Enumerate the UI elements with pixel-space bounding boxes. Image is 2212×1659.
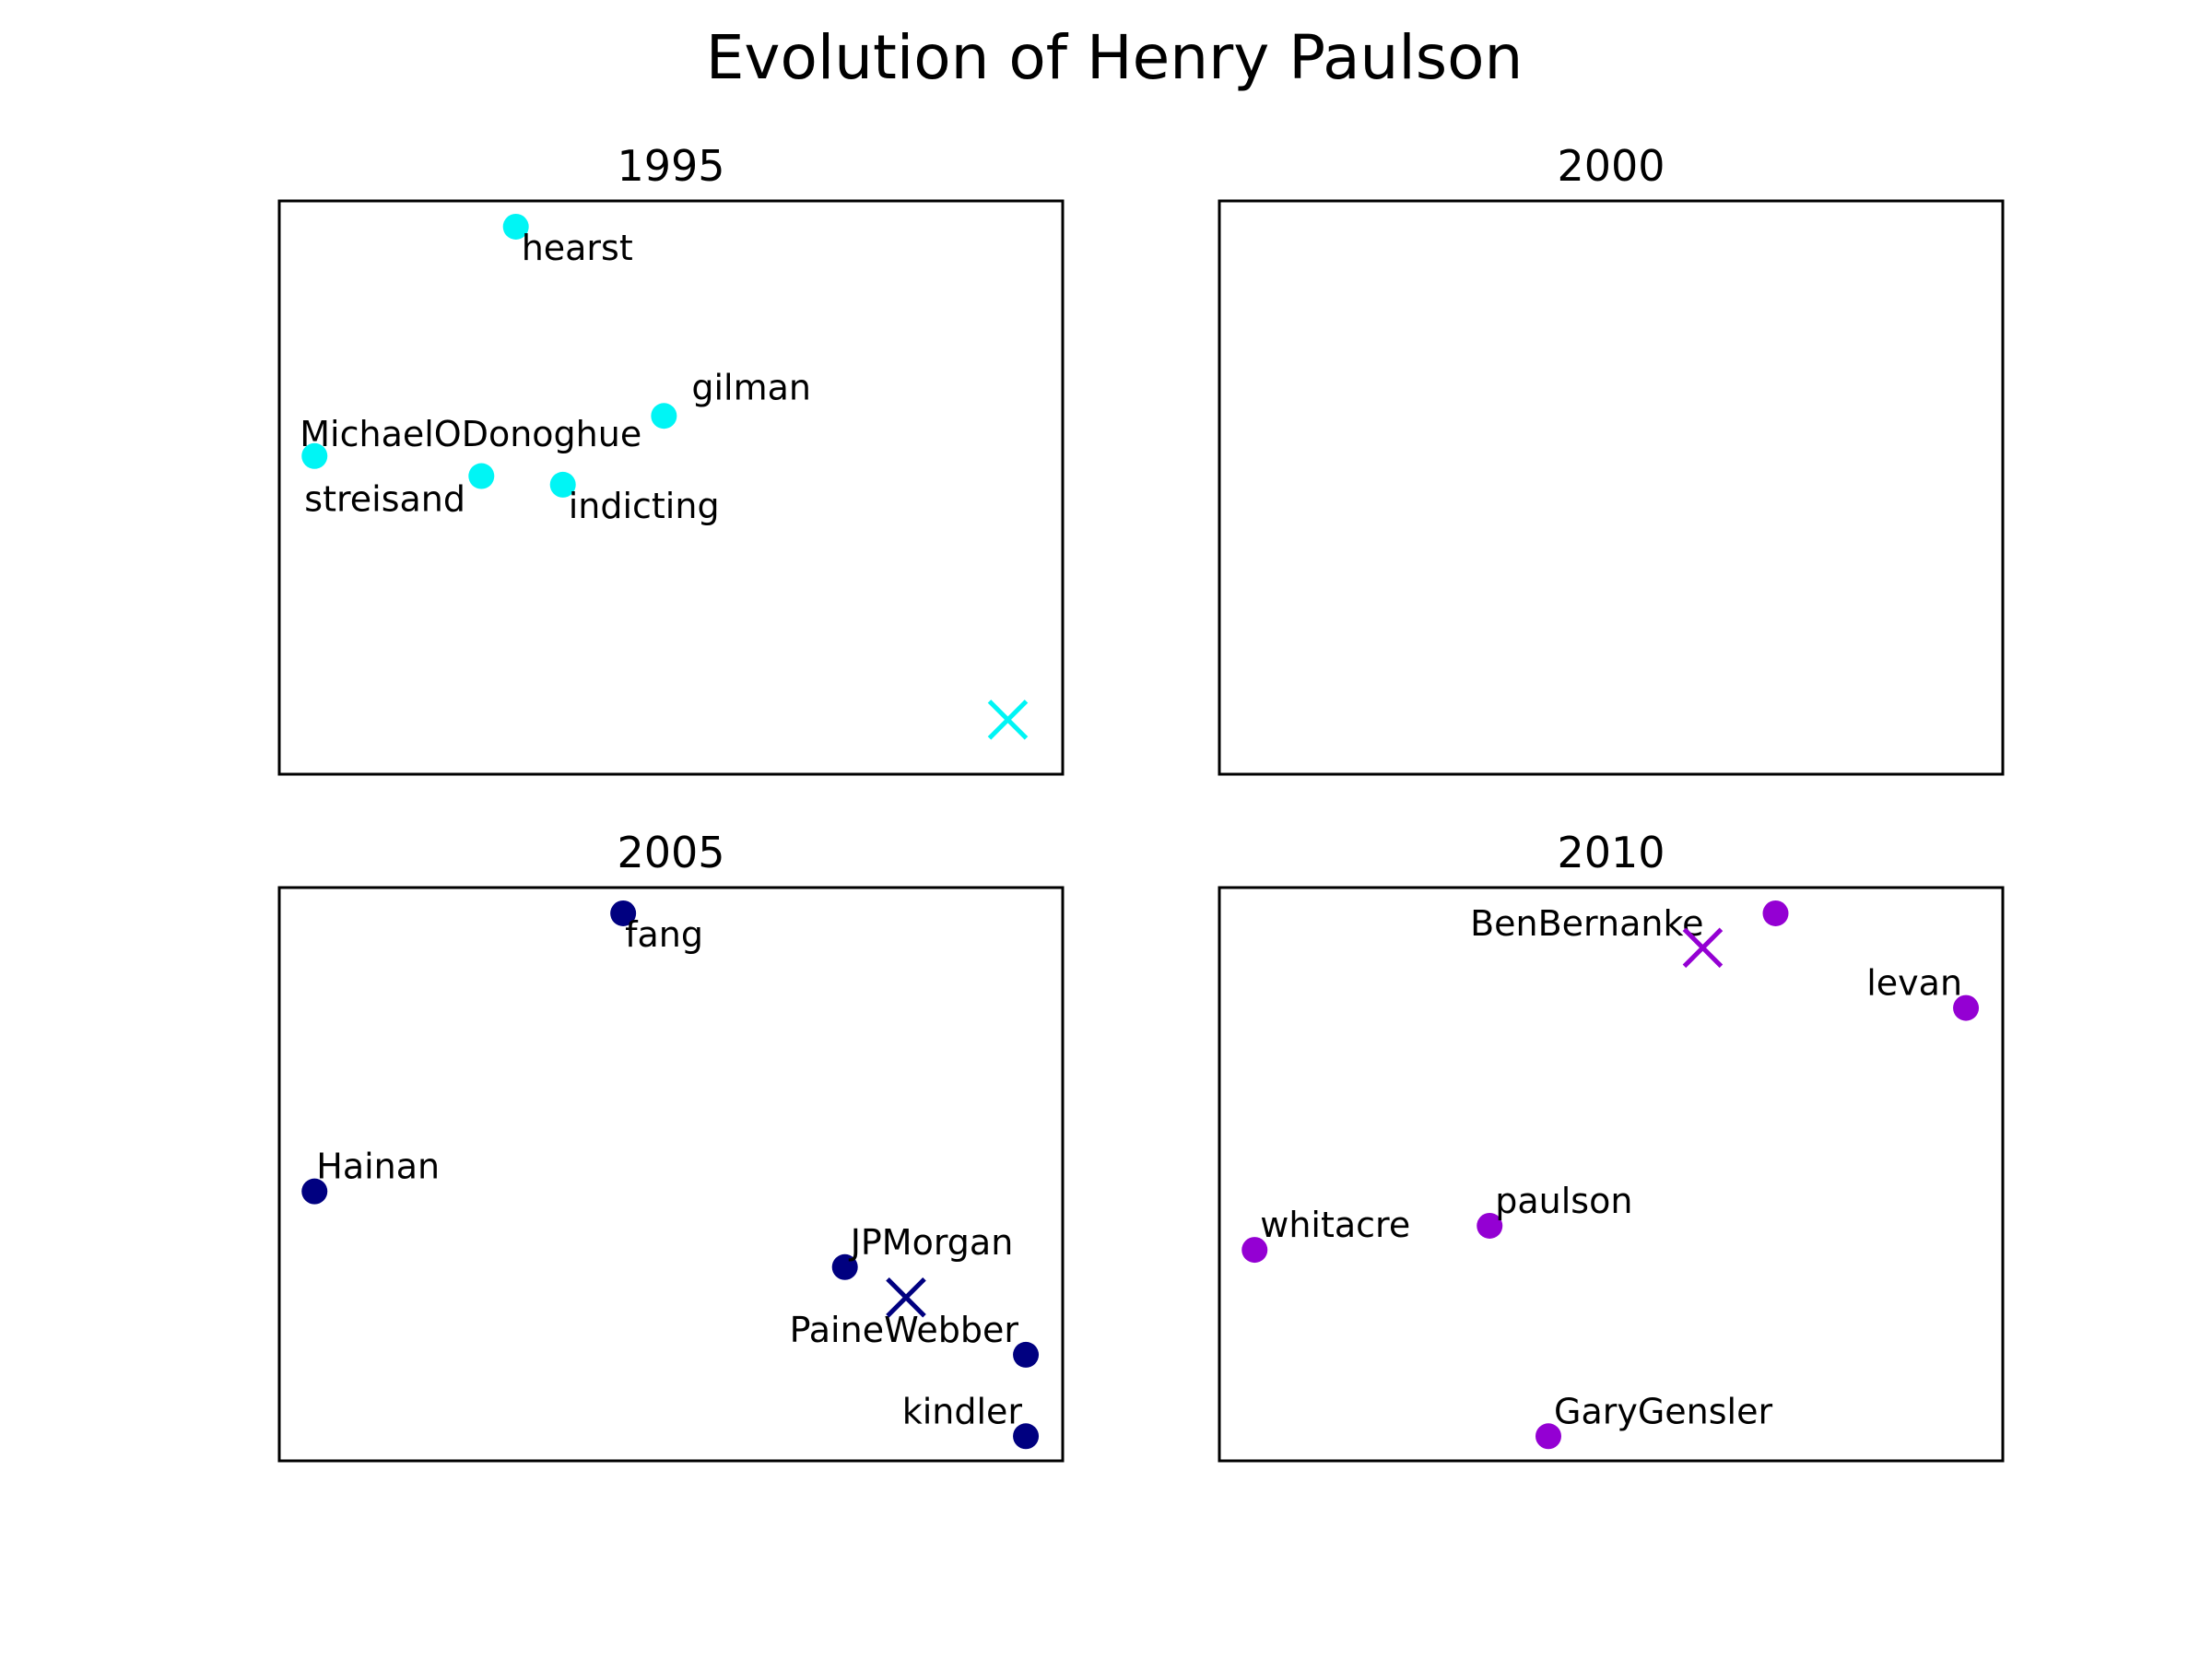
data-point [468,463,495,489]
data-point [1241,1237,1268,1264]
data-point [301,1178,328,1205]
x-marker [1682,927,1724,969]
plot-frame [277,886,1065,1463]
subplot-title: 2005 [617,828,724,877]
data-point [502,213,529,240]
data-point [1535,1423,1561,1450]
point-label: paulson [1495,1181,1632,1221]
data-point [651,403,677,429]
subplot-title: 1995 [617,141,724,191]
data-point [301,442,328,469]
plot-frame [1218,886,2005,1463]
subplot-2005: 2005 fang Hainan JPMorgan PaineWebber kindler [277,828,1065,1463]
point-label: Hainan [316,1147,440,1187]
point-label: MichaelODonoghue [300,414,641,454]
subplot-1995: 1995 hearst gilman MichaelODonoghue streisan… [277,141,1065,776]
point-label: GaryGensler [1554,1391,1772,1431]
point-label: hearst [522,228,633,268]
point-label: BenBernanke [1470,903,1703,944]
x-marker [987,700,1029,740]
data-point [1013,1423,1040,1450]
data-point [1762,900,1789,926]
subplot-2000: 2000 [1218,141,2005,776]
point-label: indicting [569,486,720,526]
point-label: streisand [304,479,465,520]
data-point [1953,994,1980,1021]
point-label: JPMorgan [849,1222,1014,1263]
subplot-title: 2000 [1557,141,1665,191]
plot-frame [1218,199,2005,776]
point-label: levan [1866,963,1962,1004]
point-label: PaineWebber [790,1310,1019,1350]
subplot-2010: 2010 BenBernanke levan paulson whitacre GaryG… [1218,828,2005,1463]
figure-title: Evolution of Henry Paulson [706,22,1524,93]
data-point [831,1253,858,1280]
plot-frame [277,199,1065,776]
point-label: fang [625,914,703,955]
data-point [610,900,637,926]
point-label: whitacre [1260,1205,1410,1245]
data-point [1477,1212,1503,1239]
point-label: kindler [902,1391,1023,1431]
subplot-title: 2010 [1557,828,1665,877]
data-point [1013,1341,1040,1368]
data-point [549,471,576,498]
x-marker [886,1277,926,1318]
point-label: gilman [691,367,811,407]
